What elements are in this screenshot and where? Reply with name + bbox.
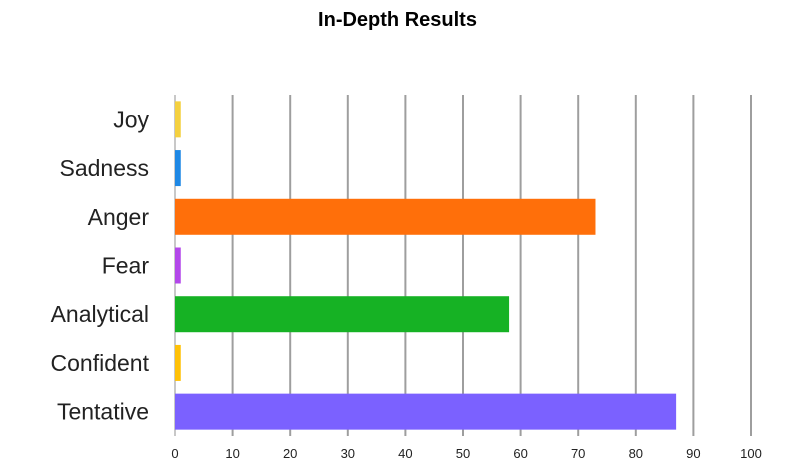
x-tick-label-70: 70 [571,446,585,461]
bar-analytical [175,296,510,333]
x-tick-label-40: 40 [398,446,412,461]
category-label-fear: Fear [102,253,150,279]
category-label-tentative: Tentative [57,399,149,425]
bar-confident [175,344,181,381]
gridlines [174,95,752,436]
x-tick-label-100: 100 [740,446,762,461]
category-label-confident: Confident [51,350,150,376]
bar-tentative [175,393,677,430]
chart-title: In-Depth Results [318,9,477,31]
x-tick-label-20: 20 [283,446,297,461]
bar-anger [175,198,596,235]
x-tick-label-90: 90 [686,446,700,461]
category-label-sadness: Sadness [59,155,149,181]
category-label-anger: Anger [88,204,150,230]
category-labels: Joy Sadness Anger Fear Analytical Confident Te… [51,106,150,424]
x-tick-label-50: 50 [456,446,470,461]
category-label-joy: Joy [113,106,149,132]
x-tick-label-30: 30 [341,446,355,461]
bar-sadness [175,150,181,187]
x-tick-label-10: 10 [225,446,239,461]
x-tick-label-80: 80 [629,446,643,461]
x-tick-labels: 0 10 20 30 40 50 60 70 80 90 100 [171,446,761,461]
x-tick-label-60: 60 [513,446,527,461]
x-tick-label-0: 0 [171,446,178,461]
category-label-analytical: Analytical [51,301,149,327]
bars [175,101,677,430]
bar-joy [175,101,181,138]
bar-fear [175,247,181,284]
